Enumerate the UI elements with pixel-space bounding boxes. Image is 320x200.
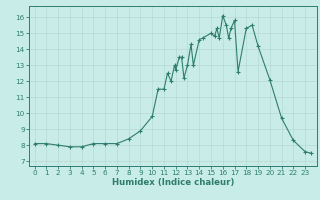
X-axis label: Humidex (Indice chaleur): Humidex (Indice chaleur) xyxy=(112,178,234,187)
